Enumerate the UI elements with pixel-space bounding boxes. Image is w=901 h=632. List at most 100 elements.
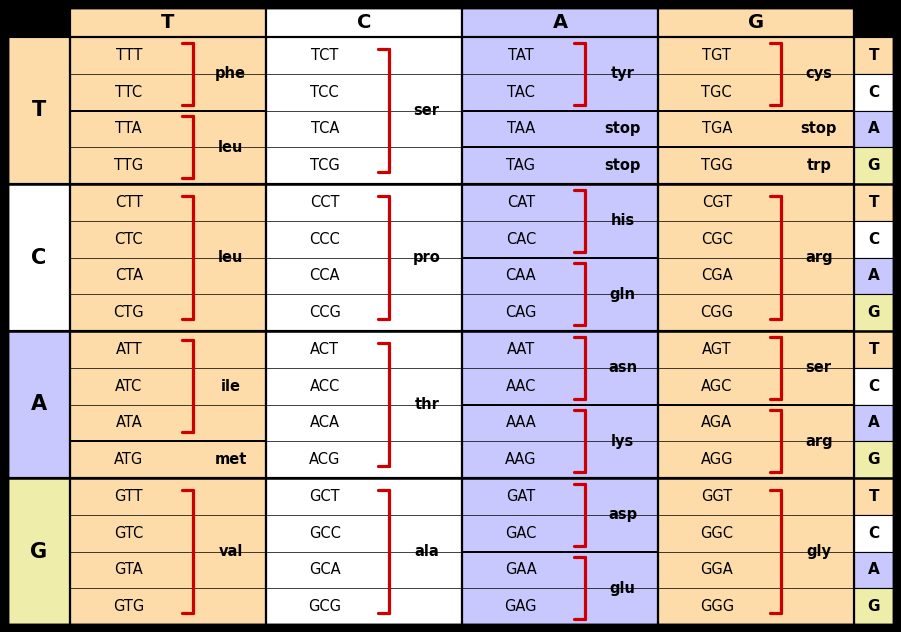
Text: C: C [869,379,879,394]
Bar [462,331,658,368]
Text: ACG: ACG [309,452,341,467]
Bar [266,478,462,514]
Bar [70,588,266,625]
Bar [658,295,854,331]
Text: A: A [31,394,47,415]
Text: CGT: CGT [702,195,732,210]
Bar [70,257,266,295]
Bar [462,441,658,478]
Text: ser: ser [414,103,440,118]
Text: C: C [357,13,371,32]
Text: GGC: GGC [700,526,733,540]
Bar [658,147,854,184]
Bar [462,184,658,331]
Bar [266,111,462,147]
Text: val: val [219,544,243,559]
Bar [266,441,462,478]
Text: GTA: GTA [114,562,143,578]
Bar [70,7,266,37]
Text: arg: arg [805,250,833,265]
Text: TAC: TAC [507,85,534,100]
Bar [658,331,854,368]
Text: T: T [869,48,879,63]
Text: T: T [869,489,879,504]
Text: C: C [869,231,879,246]
Bar [70,441,266,478]
Bar [854,552,894,588]
Bar [266,514,462,552]
Text: AAA: AAA [505,415,536,430]
Text: TAG: TAG [506,158,535,173]
Text: TTG: TTG [114,158,143,173]
Text: leu: leu [218,140,243,155]
Text: ala: ala [414,544,439,559]
Bar [854,478,894,514]
Bar [854,111,894,147]
Bar [658,331,854,478]
Text: stop: stop [605,158,641,173]
Text: CCG: CCG [309,305,341,320]
Bar [70,37,266,184]
Text: G: G [30,542,47,561]
Text: AGT: AGT [702,342,732,357]
Bar [7,37,70,184]
Bar [70,331,266,478]
Bar [658,404,854,441]
Text: arg: arg [805,434,833,449]
Text: CGC: CGC [701,231,733,246]
Bar [70,295,266,331]
Bar [854,404,894,441]
Text: A: A [869,562,880,578]
Text: TGA: TGA [702,121,732,137]
Bar [70,478,266,625]
Text: AAT: AAT [506,342,535,357]
Text: A: A [552,13,568,32]
Bar [462,257,658,295]
Text: gly: gly [806,544,832,559]
Bar [854,441,894,478]
Bar [658,74,854,111]
Bar [658,37,854,184]
Bar [462,404,658,441]
Text: phe: phe [215,66,246,82]
Text: GAA: GAA [505,562,537,578]
Text: ATT: ATT [115,342,142,357]
Text: lys: lys [611,434,634,449]
Bar [854,257,894,295]
Bar [658,111,854,147]
Bar [658,588,854,625]
Text: G: G [748,13,764,32]
Bar [658,478,854,625]
Text: glu: glu [610,581,636,596]
Bar [462,111,658,147]
Bar [462,368,658,404]
Text: CCA: CCA [310,269,340,283]
Text: G: G [868,452,880,467]
Text: CGG: CGG [700,305,733,320]
Text: C: C [869,526,879,540]
Bar [70,184,266,331]
Bar [854,7,894,37]
Bar [462,37,658,74]
Bar [462,74,658,111]
Text: asp: asp [608,507,637,522]
Bar [70,221,266,257]
Bar [266,404,462,441]
Text: CAG: CAG [505,305,536,320]
Text: GGT: GGT [701,489,733,504]
Bar [266,257,462,295]
Bar [854,588,894,625]
Text: TTC: TTC [115,85,142,100]
Text: ACT: ACT [310,342,340,357]
Text: C: C [869,85,879,100]
Bar [266,37,462,184]
Text: TGG: TGG [701,158,733,173]
Bar [462,588,658,625]
Text: TTA: TTA [115,121,142,137]
Bar [854,221,894,257]
Text: CAT: CAT [506,195,535,210]
Bar [70,74,266,111]
Text: CCC: CCC [309,231,341,246]
Text: ACA: ACA [310,415,340,430]
Bar [7,331,70,478]
